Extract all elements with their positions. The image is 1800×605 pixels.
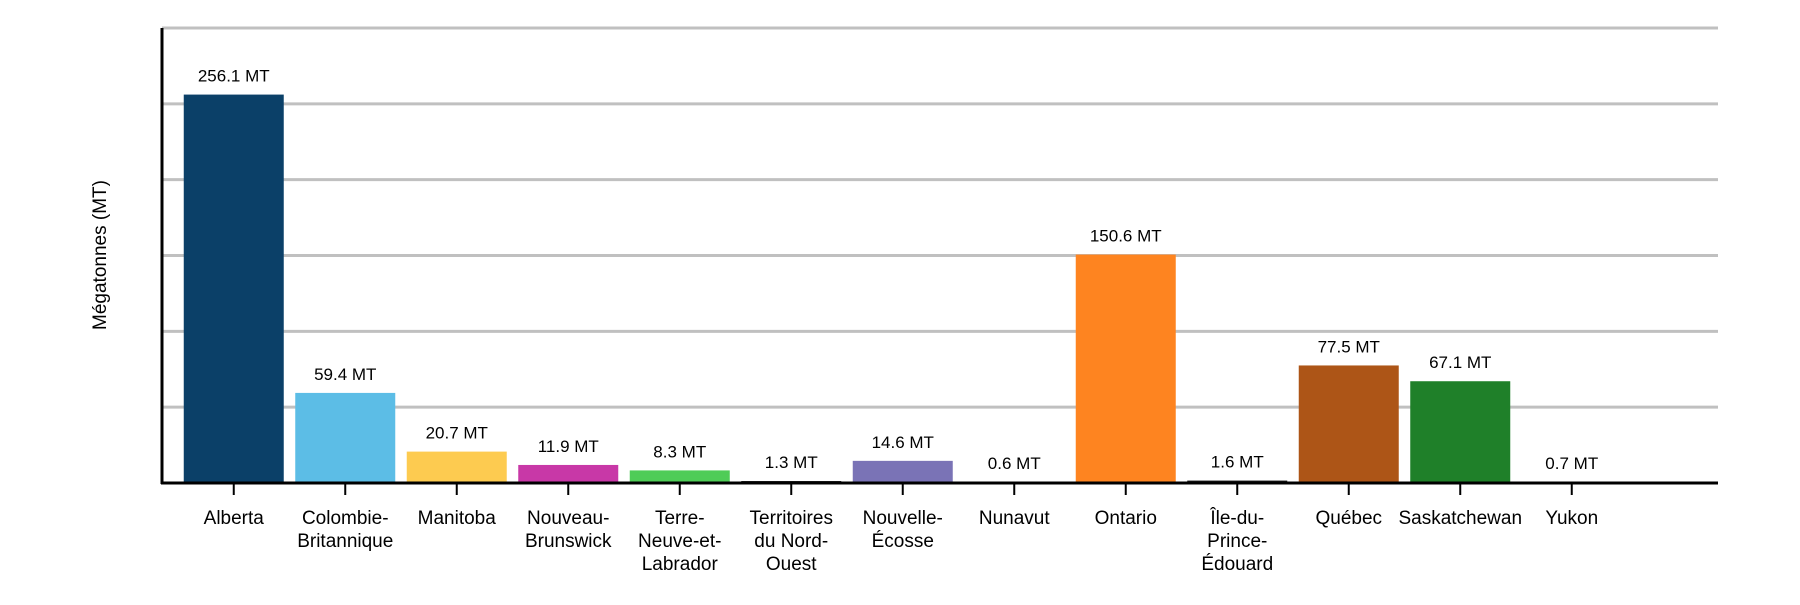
x-tick-label: Manitoba: [418, 508, 497, 529]
x-tick-label: Saskatchewan: [1398, 508, 1522, 529]
x-tick-label: Alberta: [204, 508, 265, 529]
bar: [518, 464, 619, 483]
x-tick-label: Neuve-et-: [638, 531, 721, 552]
data-label: 1.6 MT: [1211, 453, 1264, 472]
data-label: 67.1 MT: [1429, 353, 1491, 372]
x-tick-label: Ontario: [1095, 508, 1157, 529]
x-tick-label: Nunavut: [979, 508, 1050, 529]
data-label: 59.4 MT: [314, 365, 376, 384]
x-tick-label: Nouveau-: [527, 508, 609, 529]
x-tick-label: Britannique: [297, 531, 393, 552]
data-label: 0.7 MT: [1545, 454, 1598, 473]
data-labels: 256.1 MT 59.4 MT 20.7 MT 11.9 MT 8.3 MT 1.3 M…: [198, 67, 1598, 474]
x-tick-labels: Alberta Colombie-Britannique Manitoba Nouve…: [204, 507, 1599, 575]
data-label: 256.1 MT: [198, 67, 270, 86]
x-tick-label: Nouvelle-: [863, 508, 943, 529]
x-tick-label: Ouest: [766, 554, 817, 575]
data-label: 20.7 MT: [426, 424, 488, 443]
axes: [160, 28, 1718, 485]
x-ticks: [232, 483, 1573, 495]
bar: [183, 94, 284, 483]
x-tick-label: Territoires: [750, 508, 833, 529]
x-tick-label: Québec: [1315, 508, 1382, 529]
x-tick-label: Yukon: [1545, 508, 1598, 529]
bar: [852, 460, 953, 483]
x-tick-label: Écosse: [872, 531, 934, 552]
bar: [406, 451, 507, 483]
bar: [1298, 365, 1399, 483]
data-label: 1.3 MT: [765, 453, 818, 472]
data-label: 11.9 MT: [538, 437, 599, 456]
data-label: 77.5 MT: [1318, 337, 1380, 356]
data-label: 150.6 MT: [1090, 227, 1162, 246]
data-label: 0.6 MT: [988, 454, 1041, 473]
x-tick-label: Édouard: [1201, 554, 1273, 575]
x-tick-label: Brunswick: [525, 531, 612, 552]
bar: [1075, 254, 1176, 483]
data-label: 8.3 MT: [653, 442, 706, 461]
data-label: 14.6 MT: [872, 433, 934, 452]
bars: [183, 94, 1622, 483]
y-axis-title: Mégatonnes (MT): [90, 180, 111, 330]
bar: [295, 392, 396, 483]
x-tick-label: Colombie-: [302, 508, 389, 529]
x-tick-label: Île-du-: [1209, 507, 1264, 529]
bar: [629, 470, 730, 483]
x-tick-label: Labrador: [642, 554, 719, 575]
bar: [1410, 381, 1511, 483]
gridlines: [162, 26, 1718, 409]
x-tick-label: Prince-: [1207, 531, 1267, 552]
x-tick-label: Terre-: [655, 508, 705, 529]
x-tick-label: du Nord-: [754, 531, 828, 552]
